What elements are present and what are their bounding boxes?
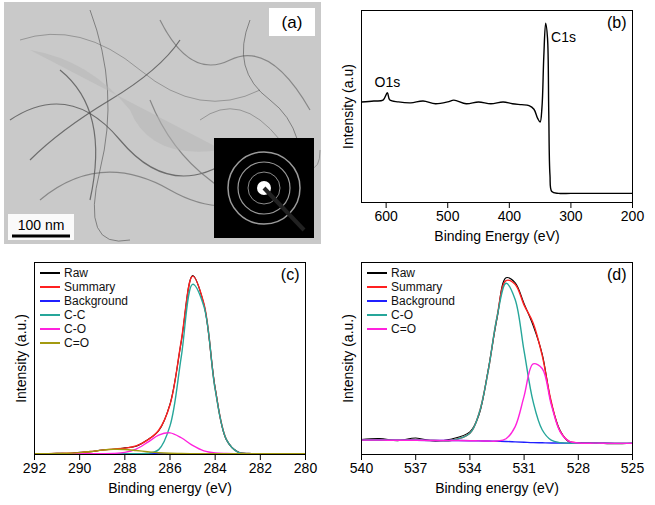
svg-text:528: 528 xyxy=(567,460,591,476)
svg-text:292: 292 xyxy=(23,460,47,476)
svg-text:Binding Energy (eV): Binding Energy (eV) xyxy=(434,228,559,244)
html-text:Summary: Summary xyxy=(64,280,116,294)
svg-text:280: 280 xyxy=(294,460,318,476)
html-text:C-O: C-O xyxy=(391,308,413,322)
svg-text:500: 500 xyxy=(436,208,460,224)
svg-text:(b): (b) xyxy=(607,14,627,31)
svg-text:Binding energy (eV): Binding energy (eV) xyxy=(435,480,559,496)
svg-text:525: 525 xyxy=(621,460,645,476)
svg-text:600: 600 xyxy=(374,208,398,224)
svg-text:286: 286 xyxy=(158,460,182,476)
html-text:C=O: C=O xyxy=(64,336,89,350)
svg-text:282: 282 xyxy=(249,460,273,476)
html-text:Summary: Summary xyxy=(391,280,443,294)
svg-text:284: 284 xyxy=(203,460,227,476)
svg-text:C1s: C1s xyxy=(551,29,576,45)
svg-text:534: 534 xyxy=(458,460,482,476)
svg-text:200: 200 xyxy=(621,208,645,224)
html-text:Raw: Raw xyxy=(391,266,415,280)
svg-text:Intensity (a.u): Intensity (a.u) xyxy=(340,64,356,149)
svg-text:531: 531 xyxy=(512,460,536,476)
svg-text:Intensity (a.u.): Intensity (a.u.) xyxy=(13,314,29,403)
html-text:Raw: Raw xyxy=(64,266,88,280)
svg-text:O1s: O1s xyxy=(375,74,401,90)
svg-text:288: 288 xyxy=(113,460,137,476)
svg-text:290: 290 xyxy=(68,460,92,476)
svg-text:400: 400 xyxy=(498,208,522,224)
html-text:Background: Background xyxy=(391,294,455,308)
svg-text:Binding energy (eV): Binding energy (eV) xyxy=(108,480,232,496)
svg-text:540: 540 xyxy=(350,460,374,476)
svg-text:537: 537 xyxy=(404,460,428,476)
html-text:C=O: C=O xyxy=(391,322,416,336)
svg-text:100 nm: 100 nm xyxy=(18,217,65,233)
svg-text:(c): (c) xyxy=(281,266,300,283)
svg-text:300: 300 xyxy=(559,208,583,224)
svg-text:(a): (a) xyxy=(282,13,303,32)
svg-text:(d): (d) xyxy=(607,266,627,283)
html-text:C-C: C-C xyxy=(64,308,86,322)
html-text:C-O: C-O xyxy=(64,322,86,336)
html-text:Background: Background xyxy=(64,294,128,308)
svg-text:Intensity (a.u.): Intensity (a.u.) xyxy=(340,314,356,403)
